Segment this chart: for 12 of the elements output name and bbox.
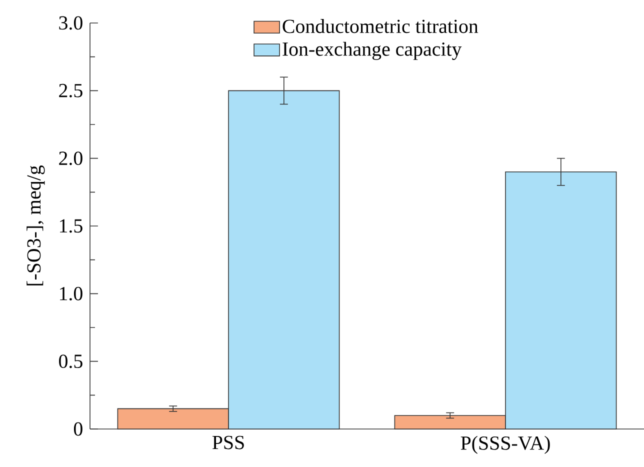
y-tick-label: 2.0	[59, 152, 82, 166]
y-axis-title: [-SO3-], meq/g	[26, 166, 45, 286]
y-tick-label: 1.5	[60, 219, 82, 233]
x-tick-label: PSS	[212, 436, 244, 450]
y-tick-label: 0	[74, 422, 82, 436]
y-tick-label: 1.0	[60, 286, 82, 300]
x-tick-label: P(SSS-VA)	[460, 436, 550, 454]
y-tick-label: 2.5	[59, 84, 82, 98]
y-tick-label: 3.0	[59, 16, 82, 30]
y-tick-label: 0.5	[59, 354, 82, 368]
legend-label: Ion-exchange capacity	[282, 42, 462, 60]
legend-label: Conductometric titration	[282, 19, 478, 34]
